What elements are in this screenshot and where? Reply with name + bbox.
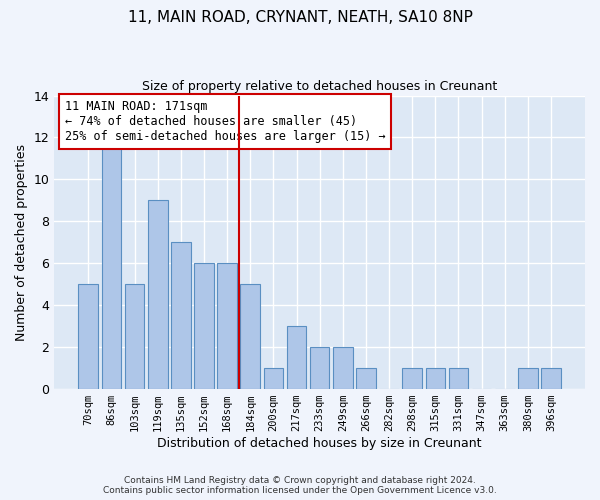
Bar: [79, 284, 98, 389]
Bar: [356, 368, 376, 389]
Bar: [241, 284, 260, 389]
Bar: [287, 326, 307, 389]
Bar: [425, 368, 445, 389]
Bar: [217, 264, 237, 389]
Bar: [101, 138, 121, 389]
Text: Contains HM Land Registry data © Crown copyright and database right 2024.
Contai: Contains HM Land Registry data © Crown c…: [103, 476, 497, 495]
Text: 11, MAIN ROAD, CRYNANT, NEATH, SA10 8NP: 11, MAIN ROAD, CRYNANT, NEATH, SA10 8NP: [128, 10, 472, 25]
Y-axis label: Number of detached properties: Number of detached properties: [15, 144, 28, 341]
Bar: [194, 264, 214, 389]
Bar: [171, 242, 191, 389]
Bar: [148, 200, 167, 389]
Text: 11 MAIN ROAD: 171sqm
← 74% of detached houses are smaller (45)
25% of semi-detac: 11 MAIN ROAD: 171sqm ← 74% of detached h…: [65, 100, 386, 143]
Title: Size of property relative to detached houses in Creunant: Size of property relative to detached ho…: [142, 80, 497, 93]
Bar: [333, 347, 353, 389]
Bar: [518, 368, 538, 389]
Bar: [263, 368, 283, 389]
Bar: [310, 347, 329, 389]
X-axis label: Distribution of detached houses by size in Creunant: Distribution of detached houses by size …: [157, 437, 482, 450]
Bar: [403, 368, 422, 389]
Bar: [125, 284, 145, 389]
Bar: [541, 368, 561, 389]
Bar: [449, 368, 469, 389]
